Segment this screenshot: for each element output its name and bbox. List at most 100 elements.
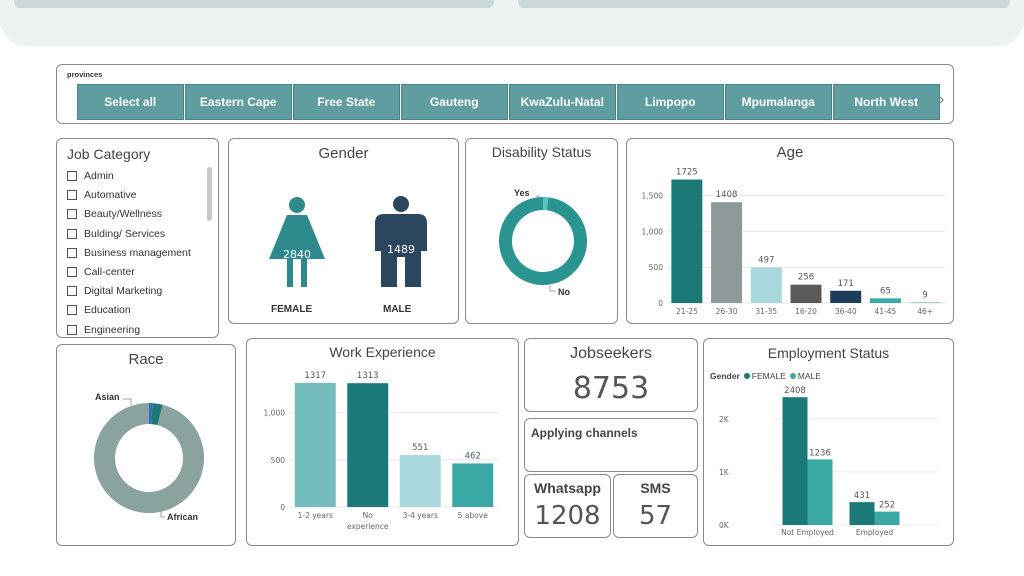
bar — [849, 502, 875, 525]
donut-slice-no — [499, 197, 587, 285]
no-label: No — [558, 287, 570, 297]
checkbox-icon[interactable] — [67, 267, 77, 277]
job-category-item[interactable]: Engineering — [67, 324, 140, 336]
job-category-label: Beauty/Wellness — [84, 208, 163, 221]
x-tick-label: Not Employed — [781, 528, 834, 537]
disability-title: Disability Status — [491, 144, 592, 160]
bar — [869, 298, 901, 303]
employment-title: Employment Status — [767, 345, 890, 361]
disability-donut — [499, 195, 587, 292]
checkbox-icon[interactable] — [67, 228, 77, 239]
data-label: 256 — [798, 273, 814, 283]
province-button-gauteng[interactable]: Gauteng — [401, 84, 508, 120]
yes-label: Yes — [514, 188, 530, 198]
data-label: 431 — [854, 491, 870, 501]
x-tick-label: No — [363, 511, 374, 520]
x-tick-label: 1-2 years — [298, 511, 333, 520]
checkbox-icon[interactable] — [67, 209, 77, 220]
donut-slice-african — [94, 403, 204, 513]
checkbox-icon[interactable] — [67, 324, 77, 335]
asian-label: Asian — [95, 392, 120, 402]
age-title: Age — [776, 144, 804, 161]
province-button-north-west[interactable]: North West — [833, 84, 940, 120]
province-button-free-state[interactable]: Free State — [293, 84, 400, 120]
data-label: 497 — [758, 255, 774, 265]
employment-card: Employment Status Gender FEMALE MALE 0K 1… — [703, 338, 954, 546]
province-button-eastern-cape[interactable]: Eastern Cape — [185, 84, 292, 120]
race-donut — [94, 398, 204, 518]
jobseekers-title: Jobseekers — [570, 345, 652, 362]
province-button-kwazulu-natal[interactable]: KwaZulu-Natal — [509, 84, 616, 120]
y-tick-label: 2K — [719, 415, 730, 424]
province-button-limpopo[interactable]: Limpopo — [617, 84, 724, 120]
bar — [807, 459, 833, 525]
job-category-label: Business management — [84, 246, 191, 259]
legend-male-dot — [789, 373, 796, 379]
province-button-select-all[interactable]: Select all — [77, 84, 184, 120]
bar — [452, 463, 494, 507]
job-category-item[interactable]: Digital Marketing — [67, 285, 162, 297]
sms-value: 57 — [638, 501, 673, 531]
job-category-label: Engineering — [84, 323, 141, 336]
bar — [671, 179, 703, 303]
bar — [399, 455, 441, 507]
data-label: 1236 — [809, 448, 831, 458]
bar — [711, 202, 743, 303]
race-card: Race Asian African — [56, 344, 236, 546]
job-category-item[interactable]: Business management — [67, 247, 191, 259]
checkbox-icon[interactable] — [67, 286, 77, 297]
job-category-item[interactable]: Beauty/Wellness — [67, 208, 162, 220]
x-tick-label: 46+ — [917, 307, 933, 316]
data-label: 2408 — [784, 386, 806, 396]
job-category-item[interactable]: Admin — [67, 170, 114, 182]
y-tick-label: 1,500 — [642, 192, 664, 201]
gender-figures — [269, 196, 427, 287]
male-figure-icon — [375, 196, 427, 287]
gender-card: Gender 2840 1489 FEMALE MALE — [228, 138, 459, 324]
province-button-mpumalanga[interactable]: Mpumalanga — [725, 84, 832, 120]
x-tick-label: 16-20 — [795, 307, 817, 316]
channels-title: Applying channels — [531, 426, 638, 440]
chevron-right-icon[interactable]: › — [939, 91, 945, 108]
x-tick-label: 3-4 years — [403, 511, 438, 520]
african-label: African — [167, 512, 199, 522]
x-tick-label: 21-25 — [676, 307, 698, 316]
y-tick-label: 500 — [649, 263, 664, 272]
y-tick-label: 0K — [719, 521, 730, 530]
job-category-item[interactable]: Education — [67, 304, 131, 316]
data-label: 9 — [922, 290, 927, 300]
job-category-label: Automative — [84, 189, 137, 202]
channels-card: Applying channels — [524, 418, 698, 472]
data-label: 1317 — [304, 371, 326, 381]
x-tick-label: 5 above — [458, 511, 489, 520]
job-category-item[interactable]: Call-center — [67, 266, 135, 278]
y-tick-label: 1,000 — [264, 409, 286, 418]
work-experience-card: Work Experience 0 500 1,000 1317 1-2 years 13… — [246, 338, 519, 546]
job-category-item[interactable]: Automative — [67, 189, 137, 201]
bar — [294, 382, 336, 507]
bar — [347, 383, 389, 507]
sms-card: SMS 57 — [613, 474, 698, 538]
job-category-label: Digital Marketing — [84, 285, 163, 298]
data-label: 551 — [412, 443, 428, 453]
checkbox-icon[interactable] — [67, 247, 77, 258]
male-count: 1489 — [387, 243, 415, 256]
disability-card: Disability Status Yes No — [465, 138, 618, 324]
job-category-item[interactable]: Bulding/ Services — [67, 228, 165, 240]
jobseekers-card: Jobseekers 8753 — [524, 338, 698, 412]
race-title: Race — [128, 351, 164, 368]
data-label: 462 — [465, 451, 481, 461]
scrollbar[interactable] — [207, 167, 212, 221]
checkbox-icon[interactable] — [67, 190, 77, 201]
bar — [790, 284, 822, 303]
bar — [909, 302, 941, 303]
sms-title: SMS — [640, 480, 671, 496]
checkbox-icon[interactable] — [67, 171, 77, 181]
y-tick-label: 0 — [280, 503, 285, 512]
y-tick-label: 0 — [658, 299, 663, 308]
donut-slice-asian — [149, 403, 153, 425]
work-experience-chart: 0 500 1,000 1317 1-2 years 1313 No experience 55… — [264, 371, 499, 531]
checkbox-icon[interactable] — [67, 305, 77, 316]
whatsapp-title: Whatsapp — [534, 480, 601, 496]
employment-chart: 0K 1K 2K 2408 1236 Not Employed 431 252 Employed — [719, 386, 938, 537]
